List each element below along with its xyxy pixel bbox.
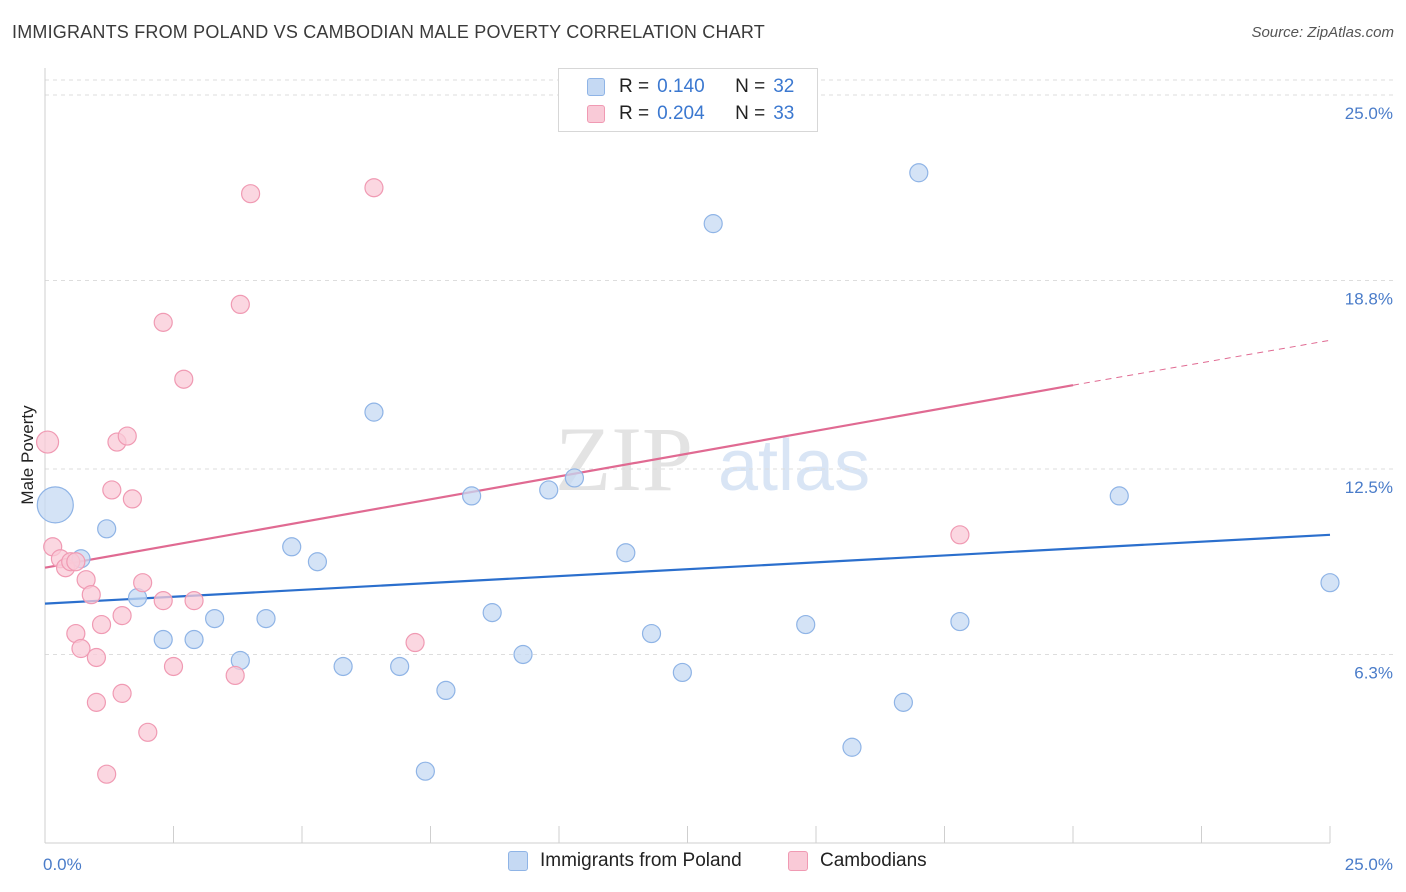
series-legend: Immigrants from Poland Cambodians bbox=[0, 850, 1406, 878]
data-point-poland bbox=[364, 402, 384, 422]
data-point-cambodians bbox=[153, 312, 173, 332]
data-point-cambodians bbox=[81, 585, 101, 605]
data-point-cambodians bbox=[35, 430, 60, 454]
data-point-cambodians bbox=[102, 480, 122, 500]
series-legend-cambodians[interactable]: Cambodians bbox=[788, 850, 927, 872]
data-point-poland bbox=[641, 623, 662, 644]
data-point-cambodians bbox=[133, 573, 153, 593]
data-point-poland bbox=[462, 486, 482, 506]
trendline-layer bbox=[44, 339, 1331, 605]
legend-swatch-blue bbox=[587, 78, 605, 96]
data-point-cambodians bbox=[153, 591, 173, 611]
data-point-cambodians bbox=[950, 525, 970, 545]
data-point-poland bbox=[796, 614, 816, 635]
y-tick-label: 18.8% bbox=[1345, 289, 1393, 308]
trendline-cambodians bbox=[1072, 339, 1331, 386]
legend-row-poland: R = 0.140 N = 32 bbox=[587, 74, 794, 100]
axis-layer bbox=[44, 68, 1331, 844]
data-point-cambodians bbox=[112, 605, 132, 626]
legend-r-label: R = bbox=[619, 103, 650, 124]
watermark: ZIP atlas bbox=[555, 408, 870, 510]
trendline-cambodians bbox=[44, 384, 1074, 569]
trendline-poland bbox=[44, 533, 1331, 605]
data-point-poland bbox=[513, 644, 533, 665]
data-point-poland bbox=[950, 611, 970, 632]
data-point-poland bbox=[672, 662, 692, 683]
data-point-cambodians bbox=[86, 647, 107, 668]
data-point-poland bbox=[307, 552, 328, 572]
data-point-cambodians bbox=[174, 369, 194, 389]
data-point-poland bbox=[703, 214, 723, 234]
series-swatch-pink bbox=[788, 851, 808, 871]
data-point-cambodians bbox=[184, 591, 204, 611]
data-point-poland bbox=[909, 163, 929, 183]
data-point-cambodians bbox=[71, 638, 91, 659]
data-point-cambodians bbox=[97, 764, 117, 784]
data-point-poland bbox=[482, 603, 502, 623]
y-tick-label: 25.0% bbox=[1345, 104, 1393, 123]
tick-label-layer: 6.3% 12.5% 18.8% 25.0% 0.0% 25.0% bbox=[43, 104, 1393, 874]
x-tick-label: 0.0% bbox=[43, 855, 82, 874]
data-point-poland bbox=[97, 519, 117, 539]
data-point-poland bbox=[36, 486, 74, 524]
data-point-cambodians bbox=[117, 426, 137, 446]
legend-n-label: N = bbox=[735, 103, 766, 124]
series-label-poland: Immigrants from Poland bbox=[540, 850, 742, 871]
legend-n-value: 33 bbox=[773, 103, 795, 124]
data-point-poland bbox=[205, 608, 225, 629]
y-axis-label: Male Poverty bbox=[18, 405, 37, 505]
data-point-poland bbox=[282, 537, 302, 557]
source-credit: Source: ZipAtlas.com bbox=[1251, 24, 1394, 41]
data-point-cambodians bbox=[138, 722, 158, 742]
legend-swatch-pink bbox=[587, 105, 605, 123]
series-swatch-blue bbox=[508, 851, 528, 871]
data-point-poland bbox=[153, 629, 173, 650]
data-point-poland bbox=[184, 629, 204, 650]
data-point-cambodians bbox=[405, 632, 425, 653]
chart-title: IMMIGRANTS FROM POLAND VS CAMBODIAN MALE… bbox=[12, 22, 765, 42]
points-layer bbox=[35, 163, 1340, 784]
data-point-cambodians bbox=[91, 614, 112, 635]
data-point-poland bbox=[893, 692, 913, 712]
data-point-poland bbox=[539, 480, 559, 500]
data-point-poland bbox=[436, 680, 456, 701]
data-point-poland bbox=[842, 737, 862, 757]
data-point-cambodians bbox=[241, 184, 261, 204]
data-point-cambodians bbox=[66, 552, 86, 572]
data-point-poland bbox=[1320, 573, 1340, 593]
legend-r-label: R = bbox=[619, 76, 650, 97]
y-tick-label: 6.3% bbox=[1354, 663, 1393, 682]
legend-n-label: N = bbox=[735, 76, 766, 97]
data-point-poland bbox=[333, 656, 353, 677]
data-point-poland bbox=[390, 656, 410, 677]
data-point-poland bbox=[415, 761, 435, 781]
legend-r-value: 0.204 bbox=[657, 103, 705, 124]
data-point-cambodians bbox=[112, 683, 132, 703]
watermark-zip: ZIP bbox=[555, 408, 693, 510]
data-point-cambodians bbox=[225, 665, 245, 686]
data-point-poland bbox=[1109, 486, 1129, 506]
watermark-atlas: atlas bbox=[718, 426, 870, 506]
data-point-cambodians bbox=[86, 692, 107, 712]
x-tick-label: 25.0% bbox=[1345, 855, 1393, 874]
data-point-cambodians bbox=[230, 294, 250, 315]
legend-r-value: 0.140 bbox=[657, 76, 705, 97]
data-point-cambodians bbox=[364, 178, 384, 198]
data-point-poland bbox=[616, 543, 636, 563]
data-point-cambodians bbox=[122, 489, 142, 509]
y-tick-label: 12.5% bbox=[1345, 478, 1393, 497]
legend-row-cambodians: R = 0.204 N = 33 bbox=[587, 101, 794, 127]
data-point-cambodians bbox=[163, 656, 184, 677]
legend-n-value: 32 bbox=[773, 76, 795, 97]
correlation-legend: R = 0.140 N = 32 R = 0.204 N = 33 bbox=[558, 68, 818, 132]
data-point-poland bbox=[564, 468, 585, 488]
series-label-cambodians: Cambodians bbox=[820, 850, 927, 871]
data-point-poland bbox=[256, 608, 276, 629]
series-legend-poland[interactable]: Immigrants from Poland bbox=[508, 850, 742, 872]
